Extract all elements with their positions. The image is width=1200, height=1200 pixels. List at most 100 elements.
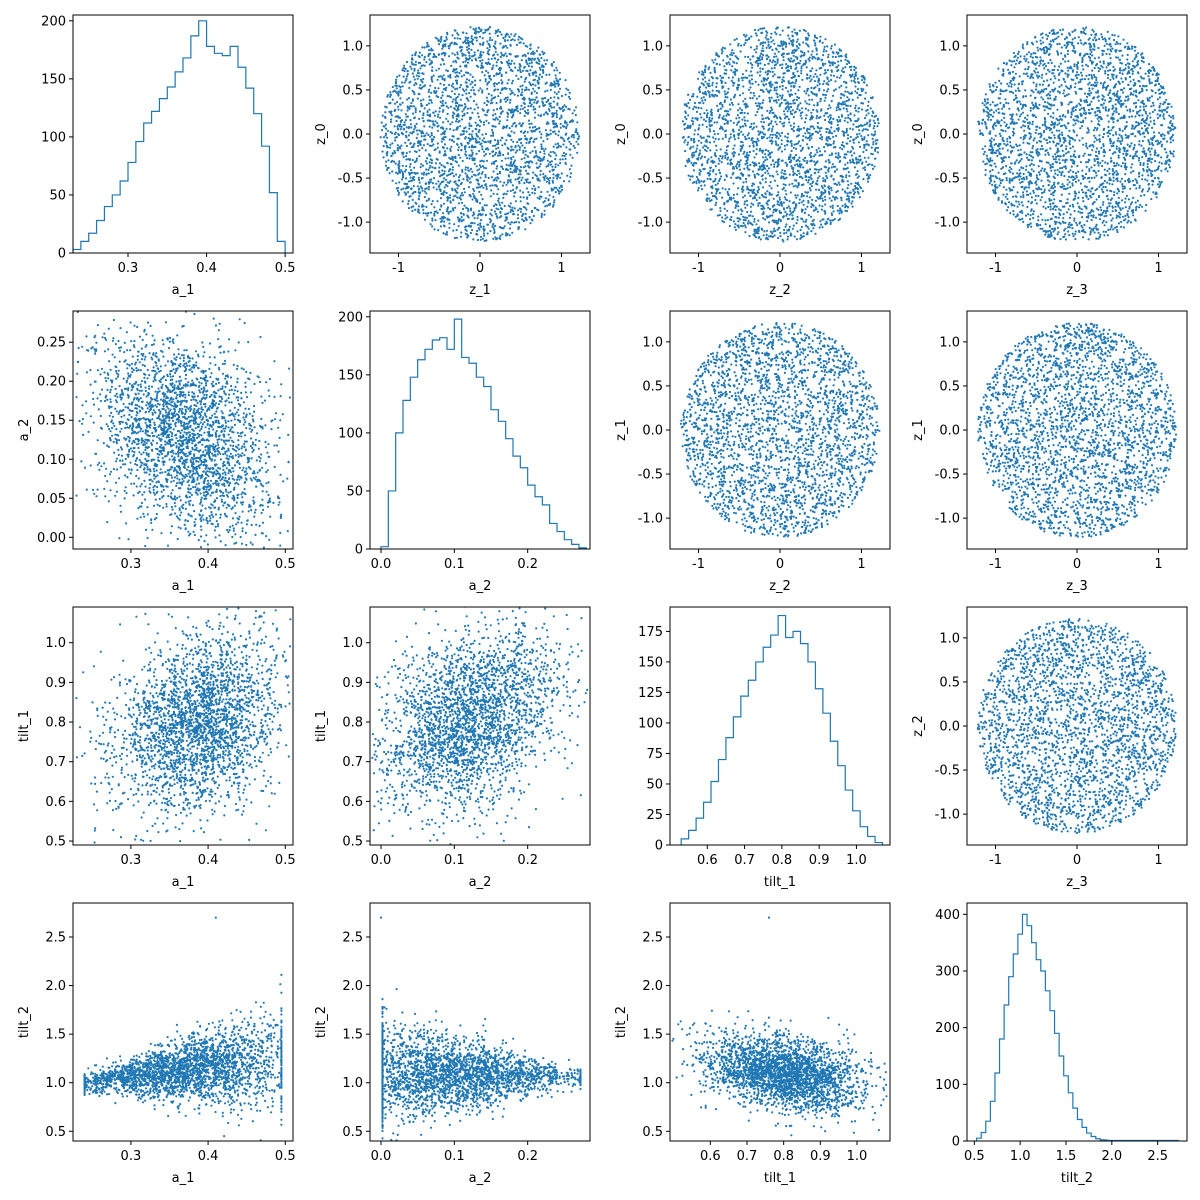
x-axis-label: a_2 — [469, 875, 492, 890]
y-tick-label: 0.5 — [939, 675, 960, 690]
x-axis-label: tilt_2 — [1061, 1171, 1093, 1186]
y-tick-label: 150 — [41, 72, 66, 87]
y-tick-label: 1.0 — [342, 636, 363, 651]
plot-area — [976, 617, 1177, 835]
x-axis-label: z_3 — [1066, 579, 1088, 594]
y-tick-label: 0.10 — [37, 453, 66, 468]
histogram-step-line — [976, 913, 1179, 1141]
x-tick-label: 0.1 — [444, 1149, 465, 1164]
scatter-points — [83, 916, 283, 1141]
axes-frame — [72, 310, 294, 550]
y-axis-label: z_0 — [314, 123, 329, 145]
x-tick-label: 0.5 — [275, 1149, 296, 1164]
y-tick-label: -0.5 — [638, 172, 663, 187]
y-tick-label: 0 — [952, 1135, 960, 1150]
y-tick-label: 0 — [655, 839, 663, 854]
x-tick-label: 0.4 — [198, 853, 219, 868]
x-tick-label: 0.0 — [371, 853, 392, 868]
x-tick-label: 0.0 — [371, 1149, 392, 1164]
y-axis-label: a_2 — [17, 419, 32, 442]
y-tick-label: 300 — [935, 965, 960, 980]
y-axis-label: z_0 — [911, 123, 926, 145]
x-tick-label: 2.5 — [1147, 1149, 1168, 1164]
y-tick-label: 1.5 — [342, 1028, 363, 1043]
y-tick-label: -0.5 — [338, 172, 363, 187]
y-tick-label: -0.5 — [935, 172, 960, 187]
y-tick-label: 0.0 — [939, 128, 960, 143]
y-axis-label: z_1 — [614, 419, 629, 441]
y-tick-label: 0.8 — [342, 716, 363, 731]
panel-hist-a_2: 0.0 0.1 0.2 0 50 100 150 200 a_2 — [338, 310, 591, 594]
panel-z_1-vs-z_2: -1 0 1 -1.0 -0.5 0.0 0.5 1.0 z_2 z_1 — [614, 310, 891, 594]
panel-a_2-vs-a_1: 0.3 0.4 0.5 0.00 0.05 0.10 0.15 0.20 0.25 a_1 a_2 — [17, 310, 296, 594]
y-tick-label: 2.0 — [45, 979, 66, 994]
y-tick-label: 0.7 — [45, 755, 66, 770]
y-tick-label: 1.0 — [642, 335, 663, 350]
panel-hist-tilt_1: 0.6 0.7 0.8 0.9 1.0 0 25 50 75 100 125 150 175 tilt_1 — [638, 606, 891, 890]
y-tick-label: -0.5 — [638, 468, 663, 483]
scatter-points — [976, 617, 1177, 835]
y-tick-label: 0.20 — [37, 375, 66, 390]
axes-frame — [369, 902, 591, 1142]
y-tick-label: 0.5 — [342, 83, 363, 98]
y-axis-label: tilt_1 — [17, 710, 32, 742]
scatter-points — [379, 25, 581, 242]
panel-z_1-vs-z_3: -1 0 1 -1.0 -0.5 0.0 0.5 1.0 z_3 z_1 — [911, 310, 1188, 594]
y-tick-label: 0.25 — [37, 336, 66, 351]
plot-area — [371, 607, 589, 845]
scatter-points — [977, 322, 1178, 538]
y-tick-label: 0.0 — [642, 128, 663, 143]
y-tick-label: -1.0 — [338, 216, 363, 231]
y-tick-label: 0.9 — [342, 676, 363, 691]
y-tick-label: 100 — [338, 426, 363, 441]
x-tick-label: 1 — [857, 557, 865, 572]
y-tick-label: 50 — [646, 777, 663, 792]
x-tick-label: 0 — [776, 557, 784, 572]
x-tick-label: 1.0 — [846, 853, 867, 868]
panel-tilt_1-vs-a_1: 0.3 0.4 0.5 0.5 0.6 0.7 0.8 0.9 1.0 a_1 tilt_1 — [17, 606, 296, 890]
plot-area — [379, 916, 582, 1141]
y-tick-label: 1.0 — [45, 636, 66, 651]
y-axis-label: z_1 — [911, 419, 926, 441]
x-tick-label: 0.3 — [118, 261, 139, 276]
x-axis-label: z_2 — [769, 579, 791, 594]
axes-frame — [669, 902, 891, 1142]
x-tick-label: 1.5 — [1056, 1149, 1077, 1164]
scatter-points — [671, 916, 888, 1137]
x-tick-label: 0.4 — [198, 557, 219, 572]
plot-area — [379, 25, 581, 242]
y-tick-label: 2.0 — [342, 979, 363, 994]
x-tick-label: 0.4 — [196, 261, 217, 276]
plot-area — [380, 318, 587, 549]
x-tick-label: 0 — [1073, 557, 1081, 572]
axes-frame — [72, 14, 294, 254]
y-tick-label: 1.0 — [939, 631, 960, 646]
x-tick-label: 0.8 — [772, 853, 793, 868]
x-tick-label: 1 — [857, 261, 865, 276]
x-tick-label: 0 — [776, 261, 784, 276]
plot-area — [75, 607, 292, 844]
y-tick-label: 0.5 — [342, 835, 363, 850]
y-tick-label: 0.05 — [37, 492, 66, 507]
x-axis-label: z_2 — [769, 283, 791, 298]
x-tick-label: 0.4 — [198, 1149, 219, 1164]
y-axis-label: tilt_2 — [314, 1006, 329, 1038]
scatter-points — [681, 26, 880, 243]
x-axis-label: tilt_1 — [764, 1171, 796, 1186]
x-tick-label: 0.6 — [700, 1149, 721, 1164]
y-tick-label: 0.5 — [45, 835, 66, 850]
y-tick-label: 0.15 — [37, 414, 66, 429]
y-tick-label: 200 — [338, 310, 363, 325]
y-tick-label: 2.5 — [342, 931, 363, 946]
scatter-points — [379, 916, 582, 1141]
y-tick-label: 1.5 — [642, 1028, 663, 1043]
axes-frame — [669, 606, 891, 846]
x-axis-label: a_1 — [172, 875, 195, 890]
axes-frame — [72, 902, 294, 1142]
scatter-points — [75, 311, 291, 549]
y-tick-label: 2.0 — [642, 979, 663, 994]
panel-z_0-vs-z_1: -1 0 1 -1.0 -0.5 0.0 0.5 1.0 z_1 z_0 — [314, 14, 591, 298]
x-tick-label: 0.1 — [444, 557, 465, 572]
plot-area — [679, 321, 881, 538]
x-axis-label: z_1 — [469, 283, 491, 298]
